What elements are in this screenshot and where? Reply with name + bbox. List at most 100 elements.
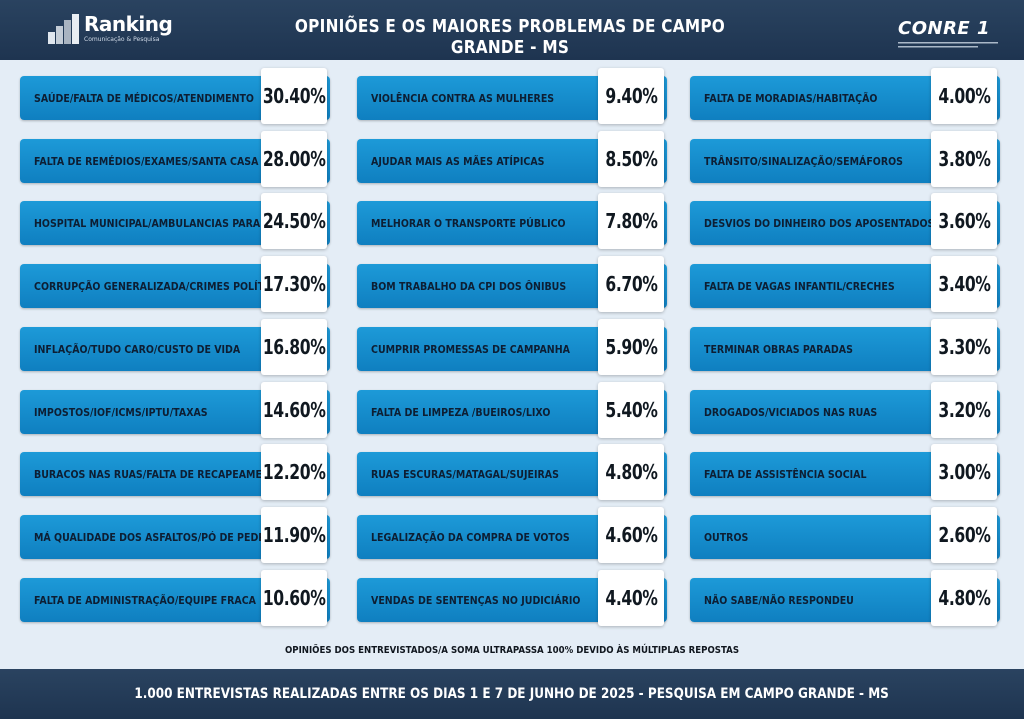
chart-item: CORRUPÇÃO GENERALIZADA/CRIMES POLÍTICOS 1… <box>20 256 330 312</box>
chart-item-value: 3.40% <box>937 272 991 296</box>
chart-item-value: 5.90% <box>604 335 658 359</box>
survey-note-text: OPINIÕES DOS ENTREVISTADOS/A SOMA ULTRAP… <box>284 645 740 656</box>
chart-item-value: 3.30% <box>937 335 991 359</box>
conre-logo-name: CONRE 1 <box>898 18 991 39</box>
chart-item-label: FALTA DE VAGAS INFANTIL/CRECHES <box>704 279 895 293</box>
chart-item: FALTA DE VAGAS INFANTIL/CRECHES 3.40% <box>690 256 1000 312</box>
chart-item-label: DROGADOS/VICIADOS NAS RUAS <box>704 405 878 419</box>
chart-item-label: CUMPRIR PROMESSAS DE CAMPANHA <box>371 342 570 356</box>
ranking-bars-icon <box>48 14 79 44</box>
chart-item-value-box: 17.30% <box>261 256 327 312</box>
chart-item-value-box: 4.80% <box>598 444 664 500</box>
chart-item-label: VIOLÊNCIA CONTRA AS MULHERES <box>371 91 555 105</box>
chart-item-value: 12.20% <box>262 460 326 484</box>
chart-item: LEGALIZAÇÃO DA COMPRA DE VOTOS 4.60% <box>357 507 667 563</box>
chart-item: MÁ QUALIDADE DOS ASFALTOS/PÓ DE PEDRA 11.… <box>20 507 330 563</box>
chart-item-value: 3.80% <box>937 147 991 171</box>
chart-item-label: INFLAÇÃO/TUDO CARO/CUSTO DE VIDA <box>34 342 241 356</box>
chart-item: OUTROS 2.60% <box>690 507 1000 563</box>
chart-item: DESVIOS DO DINHEIRO DOS APOSENTADOS 3.60% <box>690 193 1000 249</box>
chart-item: VIOLÊNCIA CONTRA AS MULHERES 9.40% <box>357 68 667 124</box>
survey-note: OPINIÕES DOS ENTREVISTADOS/A SOMA ULTRAP… <box>0 645 1024 656</box>
chart-item-value: 8.50% <box>604 147 658 171</box>
chart-item: INFLAÇÃO/TUDO CARO/CUSTO DE VIDA 16.80% <box>20 319 330 375</box>
chart-item: TERMINAR OBRAS PARADAS 3.30% <box>690 319 1000 375</box>
chart-item-label: DESVIOS DO DINHEIRO DOS APOSENTADOS <box>704 216 935 230</box>
chart-item-label: CORRUPÇÃO GENERALIZADA/CRIMES POLÍTICOS <box>34 279 290 293</box>
chart-item-label: BURACOS NAS RUAS/FALTA DE RECAPEAMENTO <box>34 467 285 481</box>
chart-item-label: AJUDAR MAIS AS MÃES ATÍPICAS <box>371 154 545 168</box>
ranking-logo-name: Ranking <box>84 12 173 36</box>
ranking-logo-tagline: Comunicação & Pesquisa <box>84 36 160 43</box>
chart-item-value: 14.60% <box>262 398 326 422</box>
chart-item-value: 30.40% <box>262 84 326 108</box>
chart-item-value: 4.40% <box>604 586 658 610</box>
ranking-logo: Ranking Comunicação & Pesquisa <box>48 12 178 46</box>
chart-item-value: 17.30% <box>262 272 326 296</box>
chart-item-label: FALTA DE REMÉDIOS/EXAMES/SANTA CASA <box>34 154 259 168</box>
chart-item-value-box: 30.40% <box>261 68 327 124</box>
chart-item-value: 24.50% <box>262 209 326 233</box>
chart-item-value-box: 10.60% <box>261 570 327 626</box>
chart-item-value-box: 4.40% <box>598 570 664 626</box>
chart-item-label: FALTA DE LIMPEZA /BUEIROS/LIXO <box>371 405 551 419</box>
chart-item-label: FALTA DE MORADIAS/HABITAÇÃO <box>704 91 878 105</box>
chart-item-value-box: 6.70% <box>598 256 664 312</box>
chart-item: BOM TRABALHO DA CPI DOS ÔNIBUS 6.70% <box>357 256 667 312</box>
chart-item-value: 3.20% <box>937 398 991 422</box>
chart-item-value-box: 2.60% <box>931 507 997 563</box>
chart-item: FALTA DE ASSISTÊNCIA SOCIAL 3.00% <box>690 444 1000 500</box>
chart-item-value-box: 12.20% <box>261 444 327 500</box>
chart-item-value-box: 5.40% <box>598 382 664 438</box>
chart-item-value-box: 3.00% <box>931 444 997 500</box>
header-bar: Ranking Comunicação & Pesquisa OPINIÕES … <box>0 0 1024 60</box>
chart-item-value-box: 8.50% <box>598 131 664 187</box>
chart-item-value-box: 9.40% <box>598 68 664 124</box>
chart-item-label: MÁ QUALIDADE DOS ASFALTOS/PÓ DE PEDRA <box>34 530 273 544</box>
chart-item-value: 4.80% <box>937 586 991 610</box>
chart-item: BURACOS NAS RUAS/FALTA DE RECAPEAMENTO 12… <box>20 444 330 500</box>
chart-item-value-box: 4.60% <box>598 507 664 563</box>
chart-item-value: 3.00% <box>937 460 991 484</box>
chart-item-value: 7.80% <box>604 209 658 233</box>
chart-item: FALTA DE LIMPEZA /BUEIROS/LIXO 5.40% <box>357 382 667 438</box>
chart-item-label: FALTA DE ADMINISTRAÇÃO/EQUIPE FRACA <box>34 593 257 607</box>
chart-item-value-box: 4.00% <box>931 68 997 124</box>
chart-item-value-box: 14.60% <box>261 382 327 438</box>
chart-item: TRÂNSITO/SINALIZAÇÃO/SEMÁFOROS 3.80% <box>690 131 1000 187</box>
page-title: OPINIÕES E OS MAIORES PROBLEMAS DE CAMPO… <box>294 16 726 58</box>
chart-item: FALTA DE REMÉDIOS/EXAMES/SANTA CASA 28.00… <box>20 131 330 187</box>
chart-item: NÃO SABE/NÃO RESPONDEU 4.80% <box>690 570 1000 626</box>
chart-item-value: 3.60% <box>937 209 991 233</box>
chart-item-value: 4.60% <box>604 523 658 547</box>
chart-item-value-box: 3.40% <box>931 256 997 312</box>
chart-item: RUAS ESCURAS/MATAGAL/SUJEIRAS 4.80% <box>357 444 667 500</box>
chart-item-value: 28.00% <box>262 147 326 171</box>
chart-item-value: 2.60% <box>937 523 991 547</box>
chart-item: DROGADOS/VICIADOS NAS RUAS 3.20% <box>690 382 1000 438</box>
chart-item-label: SAÚDE/FALTA DE MÉDICOS/ATENDIMENTO <box>34 91 254 105</box>
chart-item-label: IMPOSTOS/IOF/ICMS/IPTU/TAXAS <box>34 405 208 419</box>
chart-item-label: TERMINAR OBRAS PARADAS <box>704 342 853 356</box>
chart-item-value-box: 5.90% <box>598 319 664 375</box>
chart-item: SAÚDE/FALTA DE MÉDICOS/ATENDIMENTO 30.40% <box>20 68 330 124</box>
chart-item-label: MELHORAR O TRANSPORTE PÚBLICO <box>371 216 566 230</box>
chart-item-value: 9.40% <box>604 84 658 108</box>
chart-item: VENDAS DE SENTENÇAS NO JUDICIÁRIO 4.40% <box>357 570 667 626</box>
chart-item-value: 11.90% <box>262 523 326 547</box>
chart-item: AJUDAR MAIS AS MÃES ATÍPICAS 8.50% <box>357 131 667 187</box>
chart-item-label: BOM TRABALHO DA CPI DOS ÔNIBUS <box>371 279 567 293</box>
chart-item-label: TRÂNSITO/SINALIZAÇÃO/SEMÁFOROS <box>704 154 903 168</box>
chart-item: FALTA DE MORADIAS/HABITAÇÃO 4.00% <box>690 68 1000 124</box>
chart-item-value-box: 3.20% <box>931 382 997 438</box>
footer-text-wrap: 1.000 ENTREVISTAS REALIZADAS ENTRE OS DI… <box>0 686 1024 702</box>
chart-item: IMPOSTOS/IOF/ICMS/IPTU/TAXAS 14.60% <box>20 382 330 438</box>
chart-item-value: 4.00% <box>937 84 991 108</box>
chart-item-label: HOSPITAL MUNICIPAL/AMBULANCIAS PARADAS <box>34 216 283 230</box>
chart-item-value-box: 4.80% <box>931 570 997 626</box>
chart-item: HOSPITAL MUNICIPAL/AMBULANCIAS PARADAS 24… <box>20 193 330 249</box>
conre-logo-small-print <box>898 41 998 50</box>
chart-item-value-box: 11.90% <box>261 507 327 563</box>
chart-item-value: 6.70% <box>604 272 658 296</box>
